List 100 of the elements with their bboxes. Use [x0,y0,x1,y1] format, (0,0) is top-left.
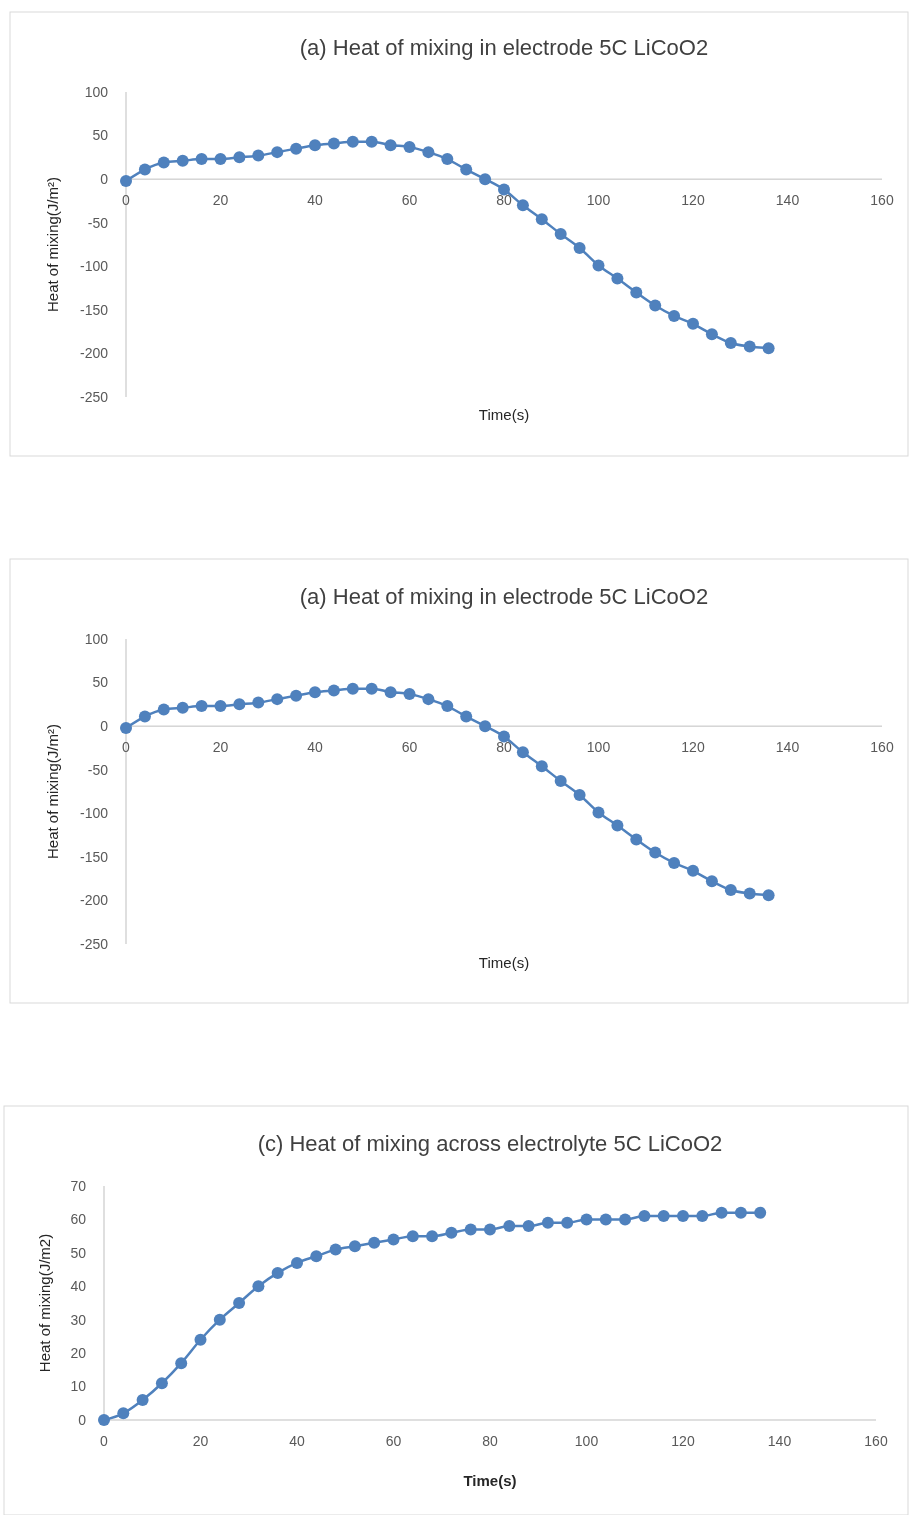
point [387,1233,400,1246]
point [464,1223,477,1236]
point [619,1213,632,1226]
point [479,173,492,186]
point [592,259,605,272]
point [554,775,567,788]
x-tick-label: 40 [307,192,323,209]
point [498,730,510,743]
y-tick-label: 70 [70,1177,87,1194]
point [743,340,756,353]
chart-title: (a) Heat of mixing in electrode 5C LiCoO2 [299,35,709,60]
point [252,1280,265,1293]
x-tick-label: 0 [122,192,131,209]
x-tick-label: 100 [574,1433,599,1449]
y-tick-label: 20 [70,1345,87,1362]
point [384,139,397,152]
point [406,1230,419,1243]
x-tick-label: 120 [681,739,705,756]
point [271,1266,284,1279]
y-tick-label: 30 [70,1311,87,1328]
x-tick-label: 20 [212,192,229,209]
point [657,1210,670,1223]
x-tick-label: 100 [586,192,611,209]
point [426,1230,439,1243]
point [573,788,586,801]
point [649,299,662,312]
y-tick-label: 100 [84,630,109,647]
x-tick-label: 40 [289,1433,305,1449]
x-axis-title: Time(s) [478,406,530,423]
y-tick-label: 50 [92,127,109,144]
point [117,1407,130,1420]
point [460,163,473,176]
point [498,183,510,196]
point [484,1223,496,1236]
point [120,174,132,187]
point [687,864,699,877]
chart-title: (c) Heat of mixing across electrolyte 5C LiCoO2 [257,1131,723,1156]
point [291,1256,303,1269]
point [479,720,492,733]
point [677,1210,689,1223]
point [309,139,321,152]
y-tick-label: 50 [92,674,109,691]
point [136,1393,149,1406]
point [195,700,208,713]
point [213,1313,226,1326]
point [403,140,416,153]
point [176,154,189,167]
y-tick-label: 0 [100,171,109,188]
point [365,135,378,148]
x-tick-label: 60 [401,192,418,209]
point [327,684,340,697]
point [754,1206,767,1219]
point [724,883,737,896]
y-tick-label: 40 [70,1278,87,1295]
point [214,153,227,166]
point [329,1243,342,1256]
point [271,693,284,706]
y-tick-label: -50 [87,761,109,778]
x-tick-label: 100 [586,739,611,756]
point [252,149,265,162]
x-tick-label: 80 [496,739,512,756]
point [668,856,681,869]
point [630,833,643,846]
y-tick-label: 50 [70,1244,87,1261]
point [535,213,548,226]
point [599,1213,612,1226]
point [365,682,378,695]
point [460,710,473,723]
point [441,153,454,166]
y-axis-title: Heat of mixing(J/m²) [44,723,61,860]
point [561,1216,574,1229]
y-axis-title: Heat of mixing(J/m2) [36,1233,53,1373]
x-tick-label: 160 [870,192,894,209]
x-tick-label: 20 [212,739,229,756]
point [734,1206,747,1219]
point [155,1377,168,1390]
y-axis-title: Heat of mixing(J/m²) [44,176,61,313]
x-tick-label: 40 [307,739,323,756]
point [384,686,397,699]
point [592,806,605,819]
point [157,156,170,169]
point [195,153,208,166]
x-tick-label: 160 [864,1433,888,1449]
point [705,328,718,341]
x-tick-label: 120 [681,192,705,209]
point [138,710,151,723]
x-tick-label: 20 [192,1433,209,1449]
point [422,146,435,159]
point [346,682,359,695]
point [233,151,246,164]
point [503,1220,516,1233]
x-tick-label: 60 [401,739,418,756]
point [441,700,454,713]
y-tick-label: -250 [79,388,109,405]
y-tick-label: 60 [70,1211,87,1228]
point [516,746,529,759]
point [611,272,624,285]
point [743,887,756,900]
point [176,701,189,714]
point [649,846,662,859]
